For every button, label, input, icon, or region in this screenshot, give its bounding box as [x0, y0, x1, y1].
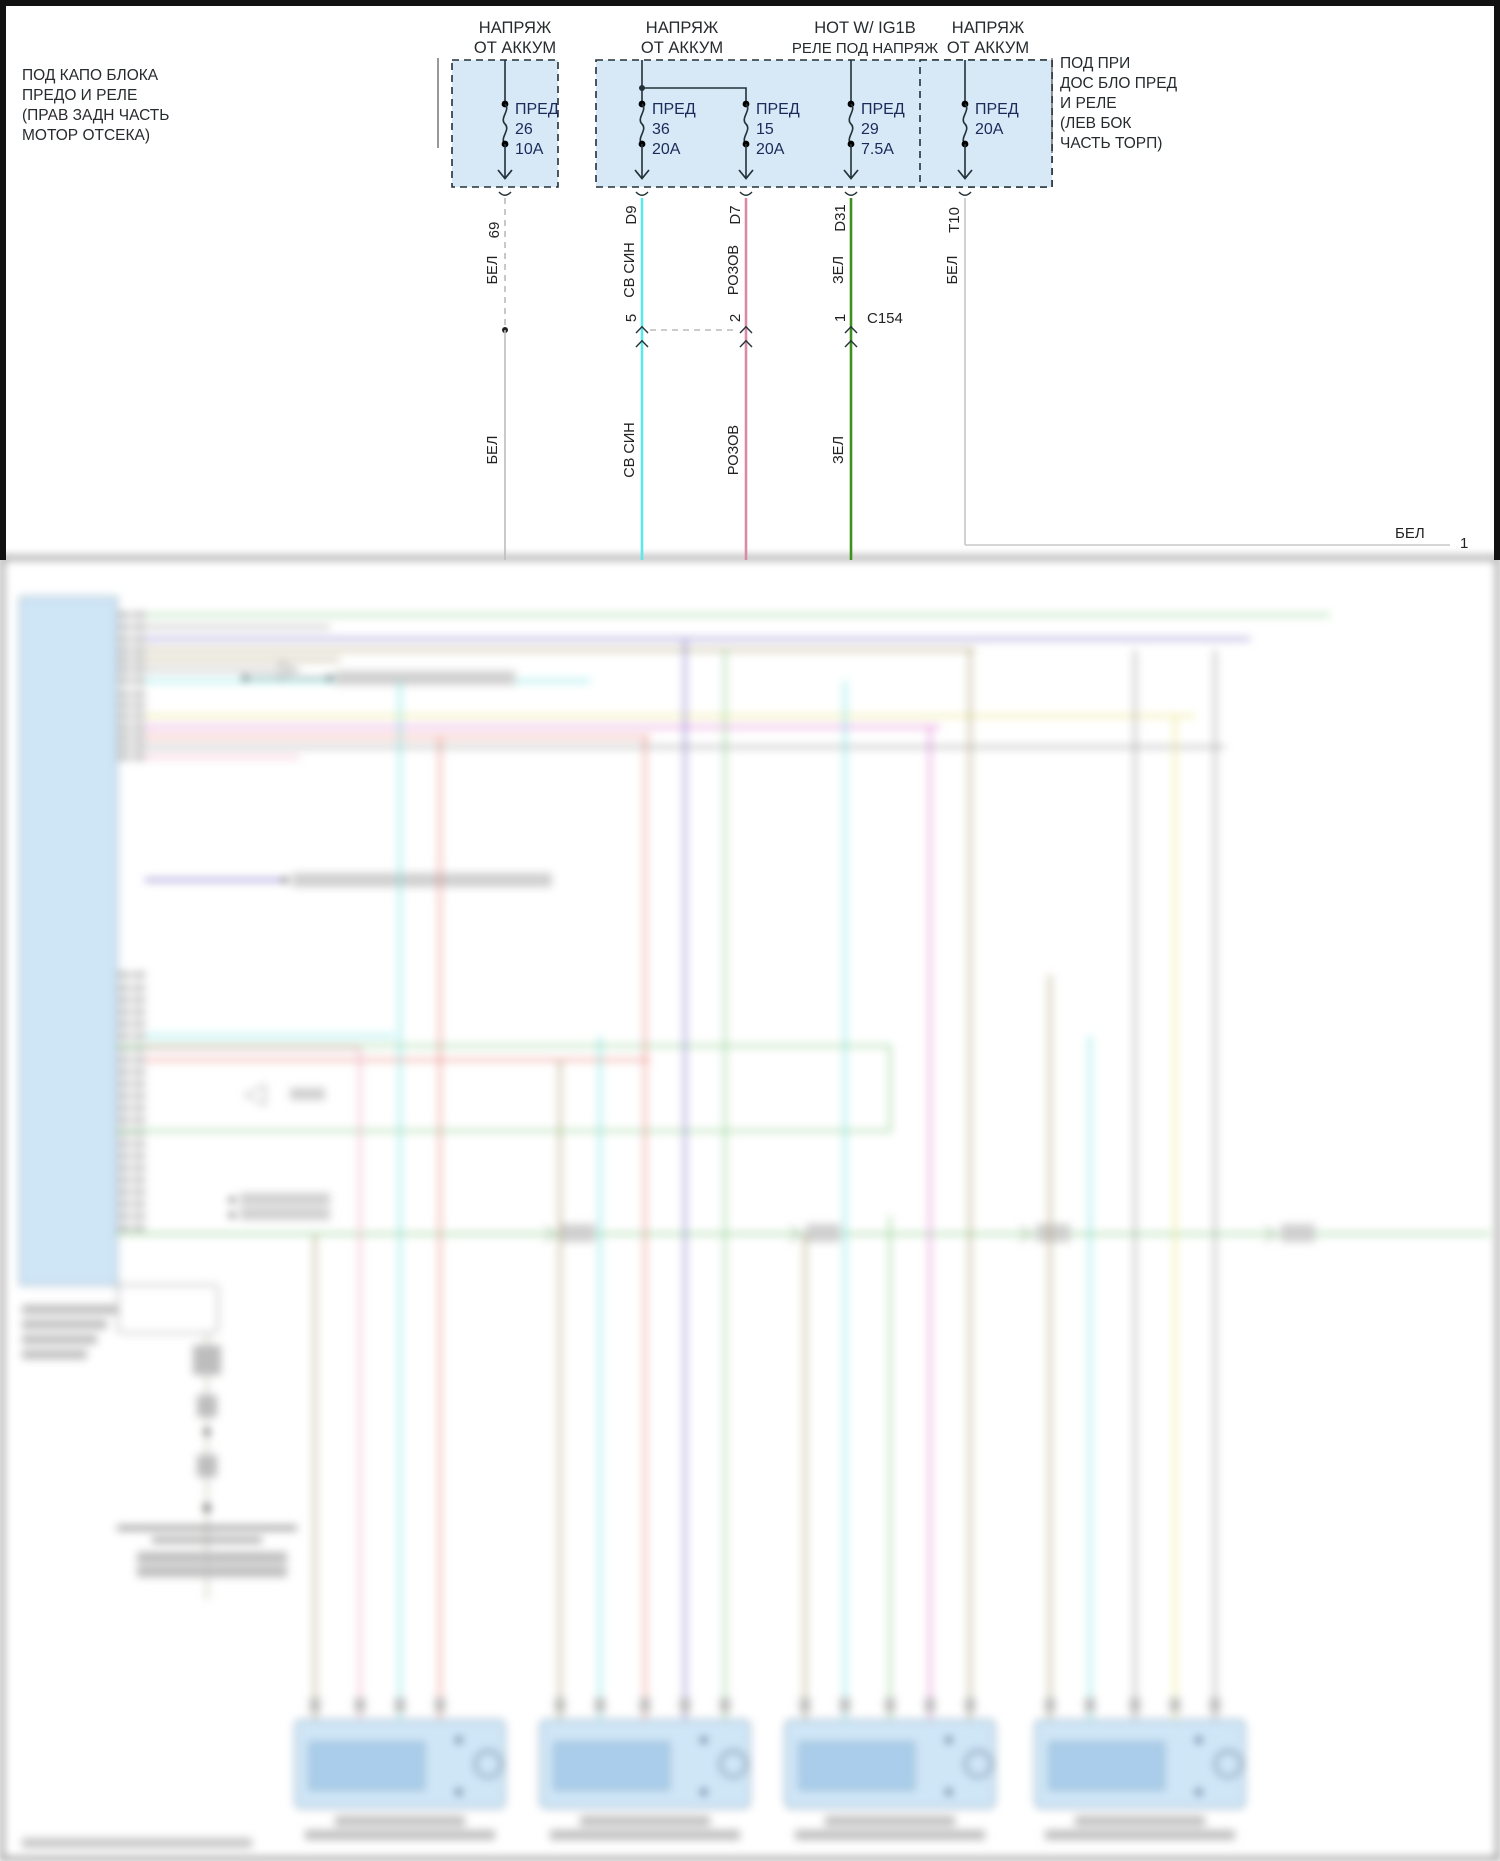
svg-text:20A: 20A [756, 141, 785, 158]
svg-text:1: 1 [1460, 535, 1468, 552]
svg-text:МОТОР ОТСЕКА): МОТОР ОТСЕКА) [22, 127, 150, 144]
svg-text:20A: 20A [975, 121, 1004, 138]
svg-text:C154: C154 [867, 310, 903, 327]
svg-text:20A: 20A [652, 141, 681, 158]
svg-text:БЕЛ: БЕЛ [485, 256, 501, 285]
svg-text:НАПРЯЖ: НАПРЯЖ [952, 19, 1025, 37]
svg-text:69: 69 [486, 222, 503, 239]
svg-text:10A: 10A [515, 141, 544, 158]
svg-text:5: 5 [623, 314, 640, 322]
svg-text:26: 26 [515, 121, 533, 138]
svg-text:БЕЛ: БЕЛ [945, 256, 961, 285]
svg-text:НАПРЯЖ: НАПРЯЖ [479, 19, 552, 37]
svg-text:НАПРЯЖ: НАПРЯЖ [646, 19, 719, 37]
svg-text:ПРЕД: ПРЕД [861, 101, 905, 118]
svg-text:HOT W/ IG1B: HOT W/ IG1B [814, 19, 915, 37]
svg-text:СВ СИН: СВ СИН [622, 422, 638, 478]
svg-text:D9: D9 [623, 205, 640, 224]
svg-text:ПРЕД: ПРЕД [515, 101, 559, 118]
svg-text:ПРЕД: ПРЕД [756, 101, 800, 118]
svg-text:D7: D7 [727, 205, 744, 224]
svg-text:И РЕЛЕ: И РЕЛЕ [1060, 95, 1117, 112]
svg-text:15: 15 [756, 121, 774, 138]
svg-text:РОЗОВ: РОЗОВ [726, 425, 742, 475]
svg-text:D31: D31 [832, 204, 849, 232]
svg-text:ДОС БЛО ПРЕД: ДОС БЛО ПРЕД [1060, 75, 1178, 92]
svg-text:РЕЛЕ ПОД НАПРЯЖ: РЕЛЕ ПОД НАПРЯЖ [792, 40, 938, 57]
svg-text:БЕЛ: БЕЛ [485, 436, 501, 465]
svg-text:7.5A: 7.5A [861, 141, 894, 158]
svg-text:(ПРАВ ЗАДН ЧАСТЬ: (ПРАВ ЗАДН ЧАСТЬ [22, 107, 169, 124]
svg-text:ОТ АККУМ: ОТ АККУМ [641, 39, 723, 57]
svg-text:ЗЕЛ: ЗЕЛ [831, 256, 847, 284]
svg-text:(ЛЕВ БОК: (ЛЕВ БОК [1060, 115, 1131, 132]
svg-text:ПРЕД: ПРЕД [975, 101, 1019, 118]
svg-text:ОТ АККУМ: ОТ АККУМ [474, 39, 556, 57]
svg-text:1: 1 [832, 314, 849, 322]
svg-text:36: 36 [652, 121, 670, 138]
svg-text:ПОД КАПО БЛОКА: ПОД КАПО БЛОКА [22, 67, 159, 84]
svg-text:2: 2 [727, 314, 744, 322]
svg-text:T10: T10 [946, 207, 963, 233]
svg-text:ПРЕДО И РЕЛЕ: ПРЕДО И РЕЛЕ [22, 87, 137, 104]
svg-text:ПРЕД: ПРЕД [652, 101, 696, 118]
svg-text:БЕЛ: БЕЛ [1395, 525, 1425, 542]
svg-text:ОТ АККУМ: ОТ АККУМ [947, 39, 1029, 57]
svg-text:РОЗОВ: РОЗОВ [726, 245, 742, 295]
svg-text:ЧАСТЬ ТОРП): ЧАСТЬ ТОРП) [1060, 135, 1162, 152]
svg-text:29: 29 [861, 121, 879, 138]
svg-text:СВ СИН: СВ СИН [622, 242, 638, 298]
svg-text:ПОД ПРИ: ПОД ПРИ [1060, 55, 1130, 72]
svg-text:ЗЕЛ: ЗЕЛ [831, 436, 847, 464]
